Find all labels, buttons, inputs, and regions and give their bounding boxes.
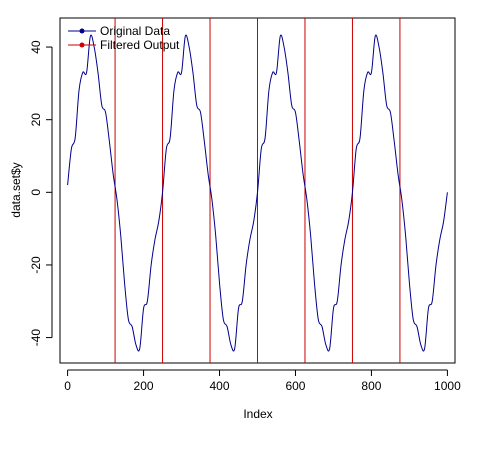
x-axis: 0 200 400 600 800 1000: [64, 369, 461, 393]
x-tick-label: 800: [361, 379, 381, 393]
y-tick-label: 20: [29, 113, 43, 127]
legend-label-filtered: Filtered Output: [100, 38, 180, 52]
filtered-output-lines: [114, 18, 401, 363]
legend-label-original: Original Data: [100, 24, 170, 38]
y-axis: -40 -20 0 20 40: [29, 40, 53, 347]
y-axis-label: data.set$y: [9, 162, 23, 217]
x-axis-label: Index: [243, 407, 272, 421]
legend-marker-filtered: [79, 42, 85, 48]
x-tick-label: 200: [134, 379, 154, 393]
x-tick-label: 400: [210, 379, 230, 393]
x-tick-label: 1000: [434, 379, 461, 393]
legend: Original Data Filtered Output: [68, 24, 180, 52]
x-tick-label: 600: [285, 379, 305, 393]
original-data-line: [67, 34, 448, 352]
y-tick-label: -40: [29, 329, 43, 347]
legend-marker-original: [79, 28, 85, 34]
y-tick-label: -20: [29, 256, 43, 274]
y-tick-label: 0: [29, 189, 43, 196]
y-tick-label: 40: [29, 40, 43, 54]
x-tick-label: 0: [64, 379, 71, 393]
